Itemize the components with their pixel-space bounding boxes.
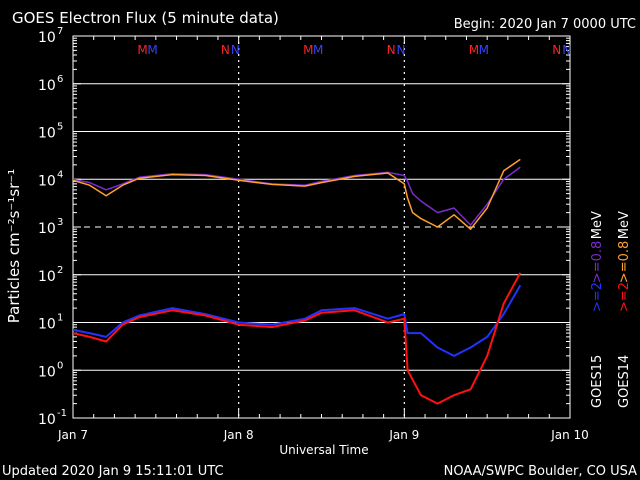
series-line: [73, 166, 521, 226]
y-tick-exponent: 2: [57, 265, 63, 276]
x-tick-label: Jan 7: [57, 428, 88, 442]
data-series: [73, 158, 522, 405]
mn-marker: N: [387, 43, 396, 57]
x-axis-label: Universal Time: [279, 443, 368, 457]
y-tick-label: 10: [38, 78, 56, 94]
mn-marker: M: [479, 43, 489, 57]
y-tick-exponent: 0: [57, 360, 63, 371]
x-axis-ticks: Jan 7 Jan 8 Jan 9 Jan 10: [57, 36, 589, 442]
series-line: [73, 272, 522, 405]
chart-title: GOES Electron Flux (5 minute data): [12, 9, 279, 27]
mn-marker: M: [469, 43, 479, 57]
y-tick-exponent: 7: [57, 26, 63, 37]
mn-marker: M: [313, 43, 323, 57]
legend-entry: >=0.8: [617, 241, 632, 283]
mn-marker: M: [303, 43, 313, 57]
legend-goes14: GOES14: [617, 355, 632, 408]
y-tick-label: 10: [38, 221, 56, 237]
y-tick-exponent: -1: [57, 408, 67, 419]
y-tick-exponent: 6: [57, 74, 63, 85]
y-tick-label: 10: [38, 30, 56, 46]
mn-marker: N: [562, 43, 571, 57]
y-tick-label: 10: [38, 173, 56, 189]
mn-marker: M: [137, 43, 147, 57]
y-tick-label: 10: [38, 412, 56, 428]
credit-label: NOAA/SWPC Boulder, CO USA: [444, 464, 637, 479]
y-tick-exponent: 1: [57, 313, 63, 324]
mn-marker: M: [147, 43, 157, 57]
y-tick-label: 10: [38, 317, 56, 333]
mn-marker: N: [221, 43, 230, 57]
series-line: [73, 284, 522, 357]
updated-timestamp: Updated 2020 Jan 9 15:11:01 UTC: [2, 464, 224, 479]
legend-entry: MeV: [617, 211, 632, 239]
x-tick-label: Jan 9: [388, 428, 419, 442]
y-axis-label: Particles cm⁻²s⁻¹sr⁻¹: [5, 169, 23, 323]
plot-area: [72, 35, 571, 419]
legend-entry: >=2: [590, 282, 605, 312]
begin-label: Begin: 2020 Jan 7 0000 UTC: [454, 17, 636, 32]
y-tick-exponent: 5: [57, 122, 63, 133]
y-tick-exponent: 3: [57, 217, 63, 228]
y-tick-exponent: 4: [57, 169, 63, 180]
legend-entry: >=2: [617, 282, 632, 312]
mn-marker: N: [397, 43, 406, 57]
y-tick-label: 10: [38, 364, 56, 380]
x-tick-label: Jan 8: [223, 428, 254, 442]
series-line: [73, 158, 521, 230]
mn-marker: N: [231, 43, 240, 57]
y-tick-label: 10: [38, 126, 56, 142]
x-tick-label: Jan 10: [550, 428, 589, 442]
legend-entry: MeV: [590, 211, 605, 239]
legend-entry: >=0.8: [590, 241, 605, 283]
legend-goes15: GOES15: [590, 355, 605, 408]
y-tick-label: 10: [38, 269, 56, 285]
mn-marker: N: [552, 43, 561, 57]
